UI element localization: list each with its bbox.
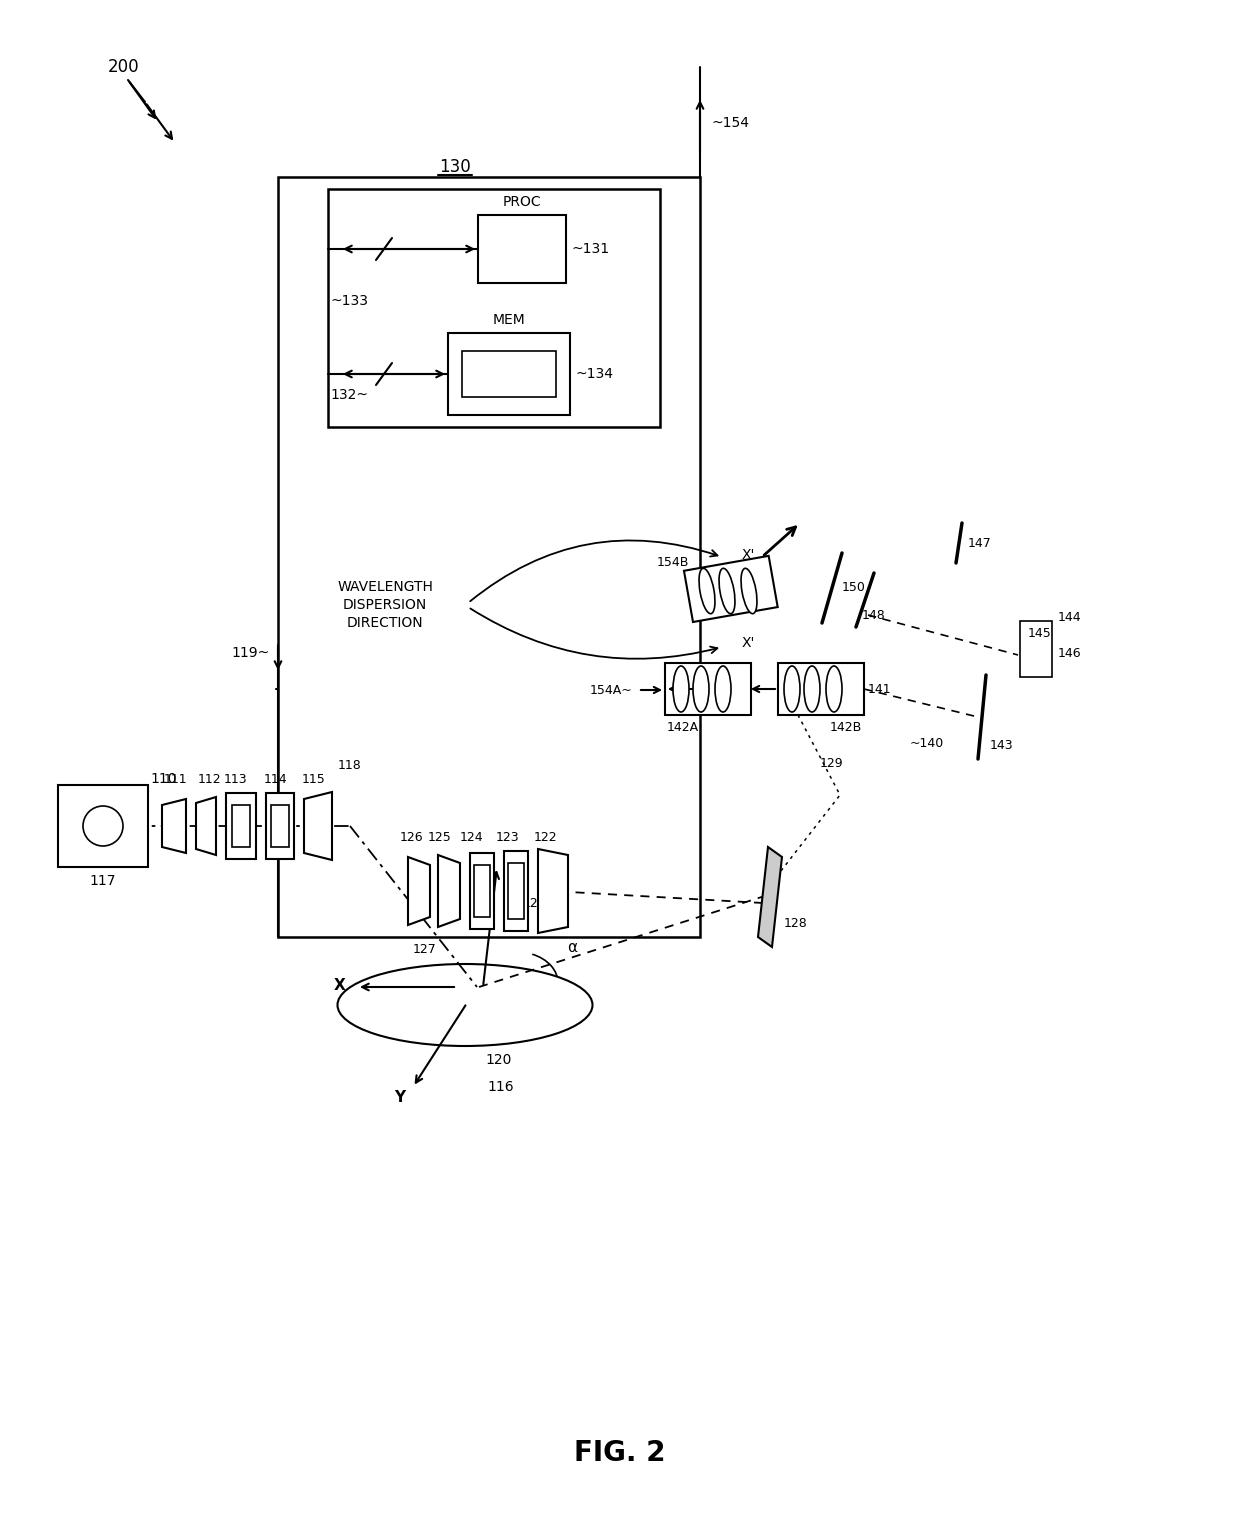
Circle shape [83, 806, 123, 845]
Text: 130: 130 [439, 158, 471, 176]
Ellipse shape [826, 667, 842, 712]
Text: 113: 113 [224, 773, 248, 785]
Polygon shape [304, 792, 332, 861]
Text: 132~: 132~ [330, 388, 368, 401]
Text: Z: Z [505, 850, 516, 865]
Text: DISPERSION: DISPERSION [343, 598, 427, 612]
Bar [463, 351, 556, 397]
Text: X': X' [742, 636, 755, 650]
Text: FIG. 2: FIG. 2 [574, 1439, 666, 1467]
Bar [508, 864, 525, 920]
Text: 128: 128 [784, 917, 807, 930]
Bar [58, 785, 148, 867]
Text: α: α [567, 939, 577, 954]
Bar [777, 664, 864, 715]
Text: 146: 146 [1058, 647, 1081, 659]
Bar [232, 804, 250, 847]
Text: 144: 144 [1058, 611, 1081, 624]
Text: 120: 120 [485, 1053, 511, 1067]
Text: 148: 148 [862, 609, 885, 621]
Text: 121: 121 [523, 897, 547, 909]
Bar [665, 664, 751, 715]
Text: 118: 118 [339, 759, 362, 771]
Text: ~154: ~154 [712, 117, 750, 130]
Ellipse shape [804, 667, 820, 712]
Text: X': X' [742, 548, 755, 562]
Polygon shape [438, 854, 460, 927]
Text: 147: 147 [968, 536, 992, 550]
Text: 150: 150 [842, 580, 866, 594]
Polygon shape [408, 857, 430, 926]
Text: 124: 124 [460, 830, 484, 844]
Ellipse shape [742, 568, 756, 614]
Text: 116: 116 [487, 1080, 513, 1094]
Bar [226, 792, 255, 859]
FancyArrowPatch shape [470, 541, 718, 601]
Text: PROC: PROC [502, 195, 542, 209]
Ellipse shape [715, 667, 732, 712]
Text: ~131: ~131 [572, 242, 610, 256]
Polygon shape [538, 848, 568, 933]
Text: 115: 115 [303, 773, 326, 785]
Text: ~134: ~134 [577, 367, 614, 380]
Text: 145: 145 [1028, 627, 1052, 639]
Text: 123: 123 [496, 830, 520, 844]
Text: 111: 111 [164, 773, 187, 785]
Polygon shape [196, 797, 216, 854]
Polygon shape [162, 798, 186, 853]
Text: 114: 114 [264, 773, 288, 785]
Bar [1021, 621, 1052, 677]
Text: 141: 141 [868, 682, 892, 695]
Ellipse shape [693, 667, 709, 712]
Bar [448, 333, 570, 415]
Text: 154B: 154B [657, 556, 689, 568]
Text: ~140: ~140 [910, 736, 944, 750]
Text: 142A: 142A [667, 721, 699, 733]
Ellipse shape [719, 568, 735, 614]
Text: 125: 125 [428, 830, 451, 844]
Bar [267, 792, 294, 859]
Ellipse shape [673, 667, 689, 712]
Ellipse shape [699, 568, 715, 614]
Text: 122: 122 [534, 830, 558, 844]
Text: 126: 126 [401, 830, 424, 844]
Bar [684, 556, 777, 623]
Text: DIRECTION: DIRECTION [347, 617, 423, 630]
Text: 143: 143 [990, 738, 1013, 751]
Ellipse shape [784, 667, 800, 712]
Bar [474, 865, 490, 917]
Ellipse shape [337, 964, 593, 1045]
Bar [272, 804, 289, 847]
Text: 117: 117 [89, 874, 117, 888]
Text: 129: 129 [820, 756, 843, 770]
Text: ~133: ~133 [330, 294, 368, 308]
Bar [503, 851, 528, 932]
Polygon shape [758, 847, 782, 947]
Bar [278, 177, 701, 936]
Text: 154A~: 154A~ [589, 683, 632, 697]
Bar [470, 853, 494, 929]
Text: MEM: MEM [492, 314, 526, 327]
Text: Y: Y [394, 1089, 405, 1104]
Text: 142B: 142B [830, 721, 862, 733]
FancyArrowPatch shape [470, 609, 718, 659]
Text: 127: 127 [413, 942, 436, 956]
Text: 112: 112 [198, 773, 222, 785]
Text: 110: 110 [150, 773, 176, 786]
Text: 119~: 119~ [232, 645, 270, 661]
Text: X: X [334, 977, 345, 992]
Text: WAVELENGTH: WAVELENGTH [337, 580, 433, 594]
Bar [329, 189, 660, 427]
Text: 200: 200 [108, 58, 140, 76]
Bar [477, 215, 565, 283]
